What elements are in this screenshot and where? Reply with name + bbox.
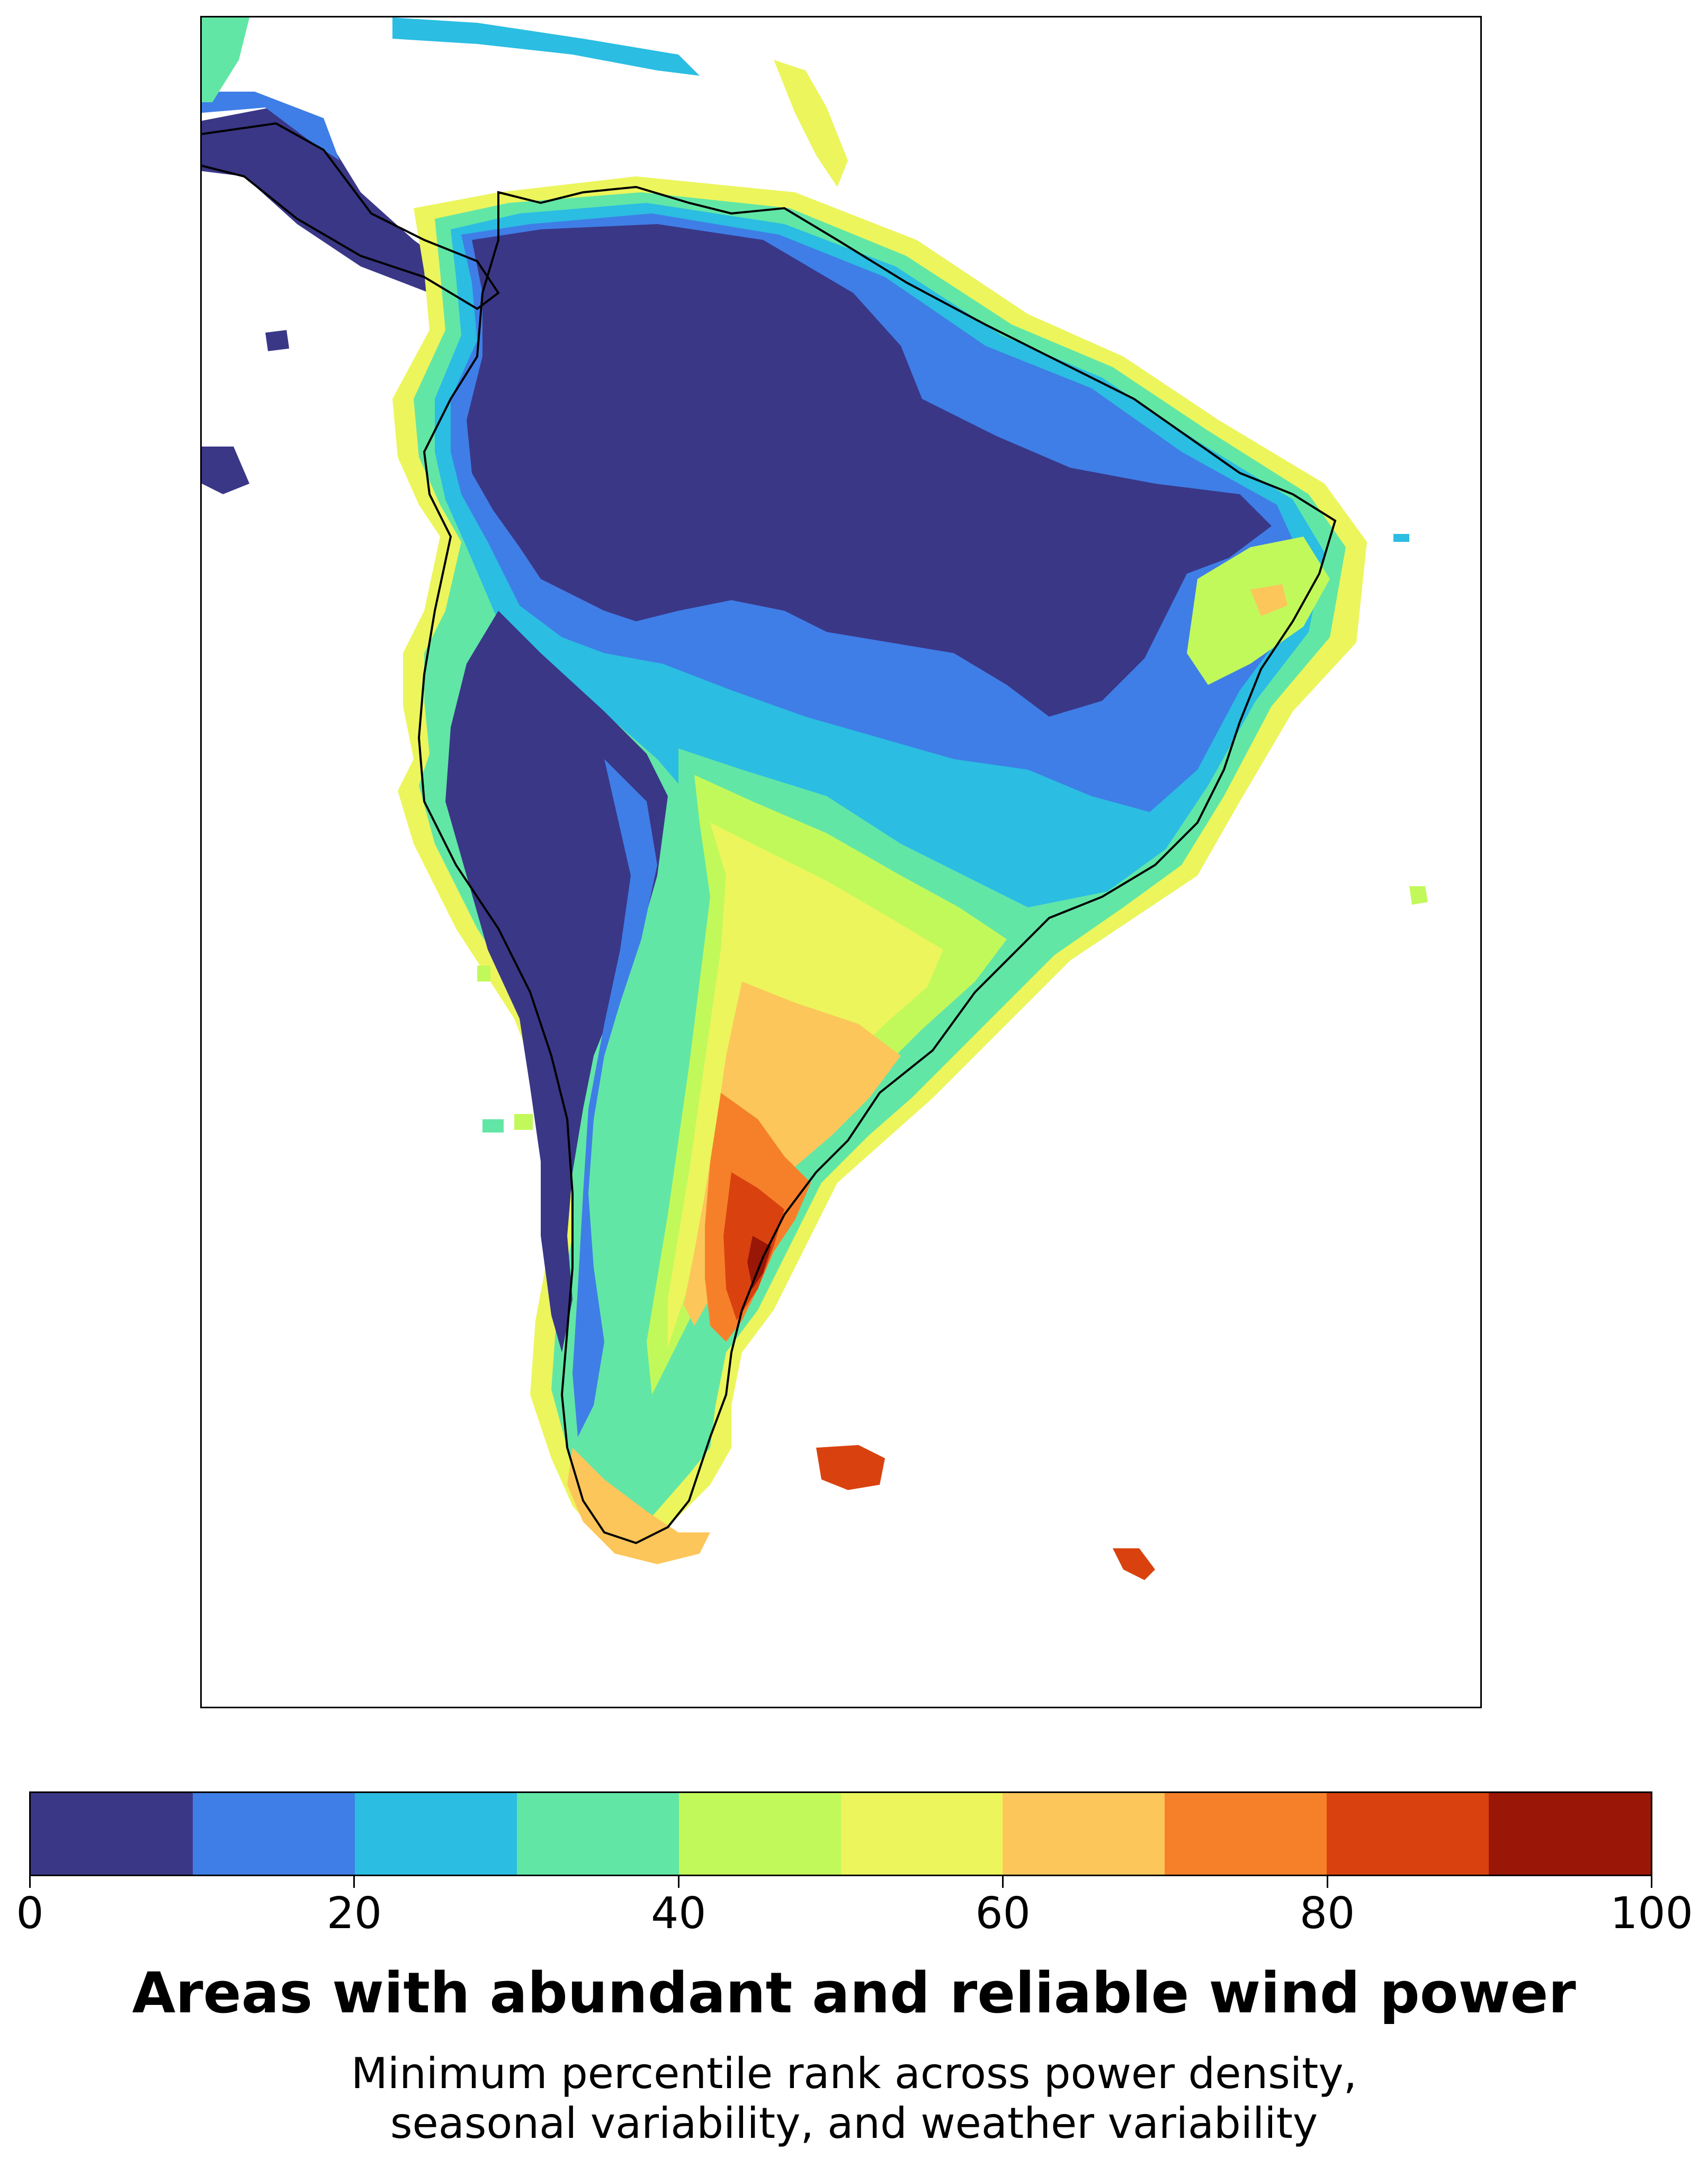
colorbar-swatch xyxy=(1327,1793,1489,1875)
subtitle-line-1: Minimum percentile rank across power den… xyxy=(351,2049,1357,2098)
colorbar-tick-mark xyxy=(1002,1876,1004,1888)
colorbar-swatch xyxy=(516,1793,679,1875)
colorbar-swatch xyxy=(354,1793,517,1875)
colorbar-tick-mark xyxy=(1326,1876,1328,1888)
juan-fernandez-2 xyxy=(514,1114,533,1130)
colorbar-tick-mark xyxy=(353,1876,355,1888)
caribbean-green xyxy=(202,17,249,102)
colorbar-tick-label: 80 xyxy=(1299,1888,1355,1939)
colorbar-tick-label: 40 xyxy=(651,1888,707,1939)
trindade xyxy=(1409,886,1428,905)
caribbean-islands-yellow xyxy=(774,60,848,187)
colorbar-swatch xyxy=(840,1793,1003,1875)
juan-fernandez-1 xyxy=(482,1119,504,1132)
map-panel xyxy=(200,16,1482,1708)
colorbar-tick-label: 20 xyxy=(326,1888,382,1939)
fernando-noronha xyxy=(1393,534,1409,542)
colorbar-swatch xyxy=(31,1793,193,1875)
falklands xyxy=(816,1445,885,1490)
ne-brazil-orange xyxy=(1250,584,1287,616)
ne-brazil-lime xyxy=(1187,537,1330,685)
colorbar-swatch xyxy=(1165,1793,1327,1875)
central-america-region xyxy=(202,108,498,335)
colorbar xyxy=(29,1791,1652,1876)
san-felix xyxy=(477,966,490,982)
colorbar-tick-label: 100 xyxy=(1610,1888,1693,1939)
amazon-core xyxy=(467,224,1272,717)
central-america-coast xyxy=(202,122,500,310)
caribbean-islands xyxy=(392,17,700,76)
wind-map xyxy=(202,17,1428,1580)
andes-dark xyxy=(445,611,668,1352)
south-georgia xyxy=(1113,1548,1155,1580)
coastline xyxy=(417,185,1337,1545)
colorbar-tick-mark xyxy=(677,1876,679,1888)
colorbar-tick-label: 0 xyxy=(16,1888,44,1939)
figure-subtitle: Minimum percentile rank across power den… xyxy=(0,2049,1708,2149)
central-america-blue xyxy=(202,92,339,160)
southern-tip-band xyxy=(567,1448,710,1564)
colorbar-swatch xyxy=(1489,1793,1651,1875)
colorbar-swatch xyxy=(1003,1793,1165,1875)
colorbar-tick-mark xyxy=(29,1876,31,1888)
galapagos-island xyxy=(202,447,249,494)
andes-blue xyxy=(573,759,657,1437)
subtitle-line-2: seasonal variability, and weather variab… xyxy=(390,2099,1318,2148)
colorbar-tick-label: 60 xyxy=(975,1888,1031,1939)
cocos-island xyxy=(265,330,289,351)
colorbar-swatch xyxy=(192,1793,355,1875)
colorbar-tick-mark xyxy=(1651,1876,1652,1888)
figure-title: Areas with abundant and reliable wind po… xyxy=(132,1960,1576,2026)
colorbar-swatch xyxy=(678,1793,841,1875)
patagonia-darkred xyxy=(747,1236,771,1289)
